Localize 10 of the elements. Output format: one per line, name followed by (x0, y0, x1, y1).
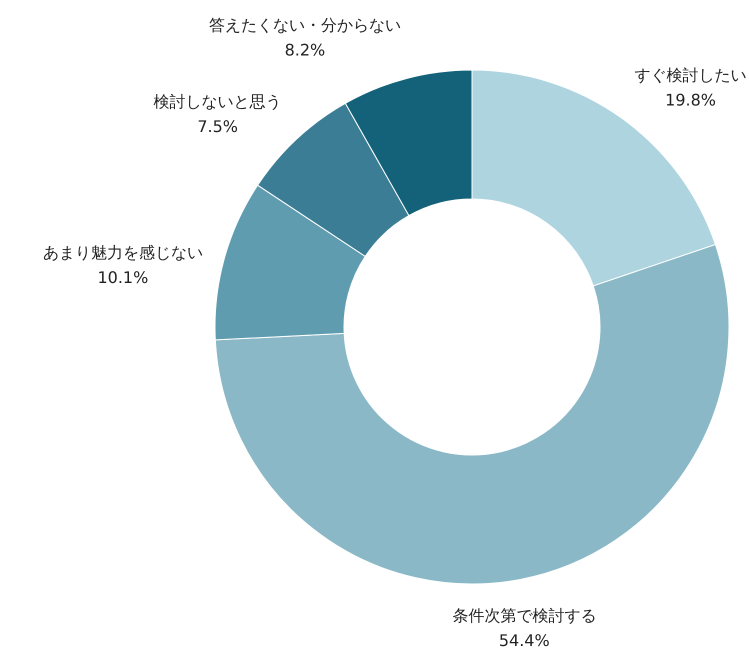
data-label: 8.2% (284, 40, 326, 60)
slice-label: 答えたくない・分からない (208, 16, 401, 35)
data-label: 7.5% (197, 116, 238, 136)
data-label: 19.8% (665, 90, 716, 110)
slice-label: 条件次第で検討する (452, 606, 596, 626)
slice-label: 検討しないと思う (154, 92, 282, 111)
data-label: 54.4% (498, 631, 550, 650)
slice-label: あまり魅力を感じない (42, 242, 203, 262)
slice-label: すぐ検討したい (634, 66, 747, 84)
data-label: 10.1% (97, 268, 148, 287)
